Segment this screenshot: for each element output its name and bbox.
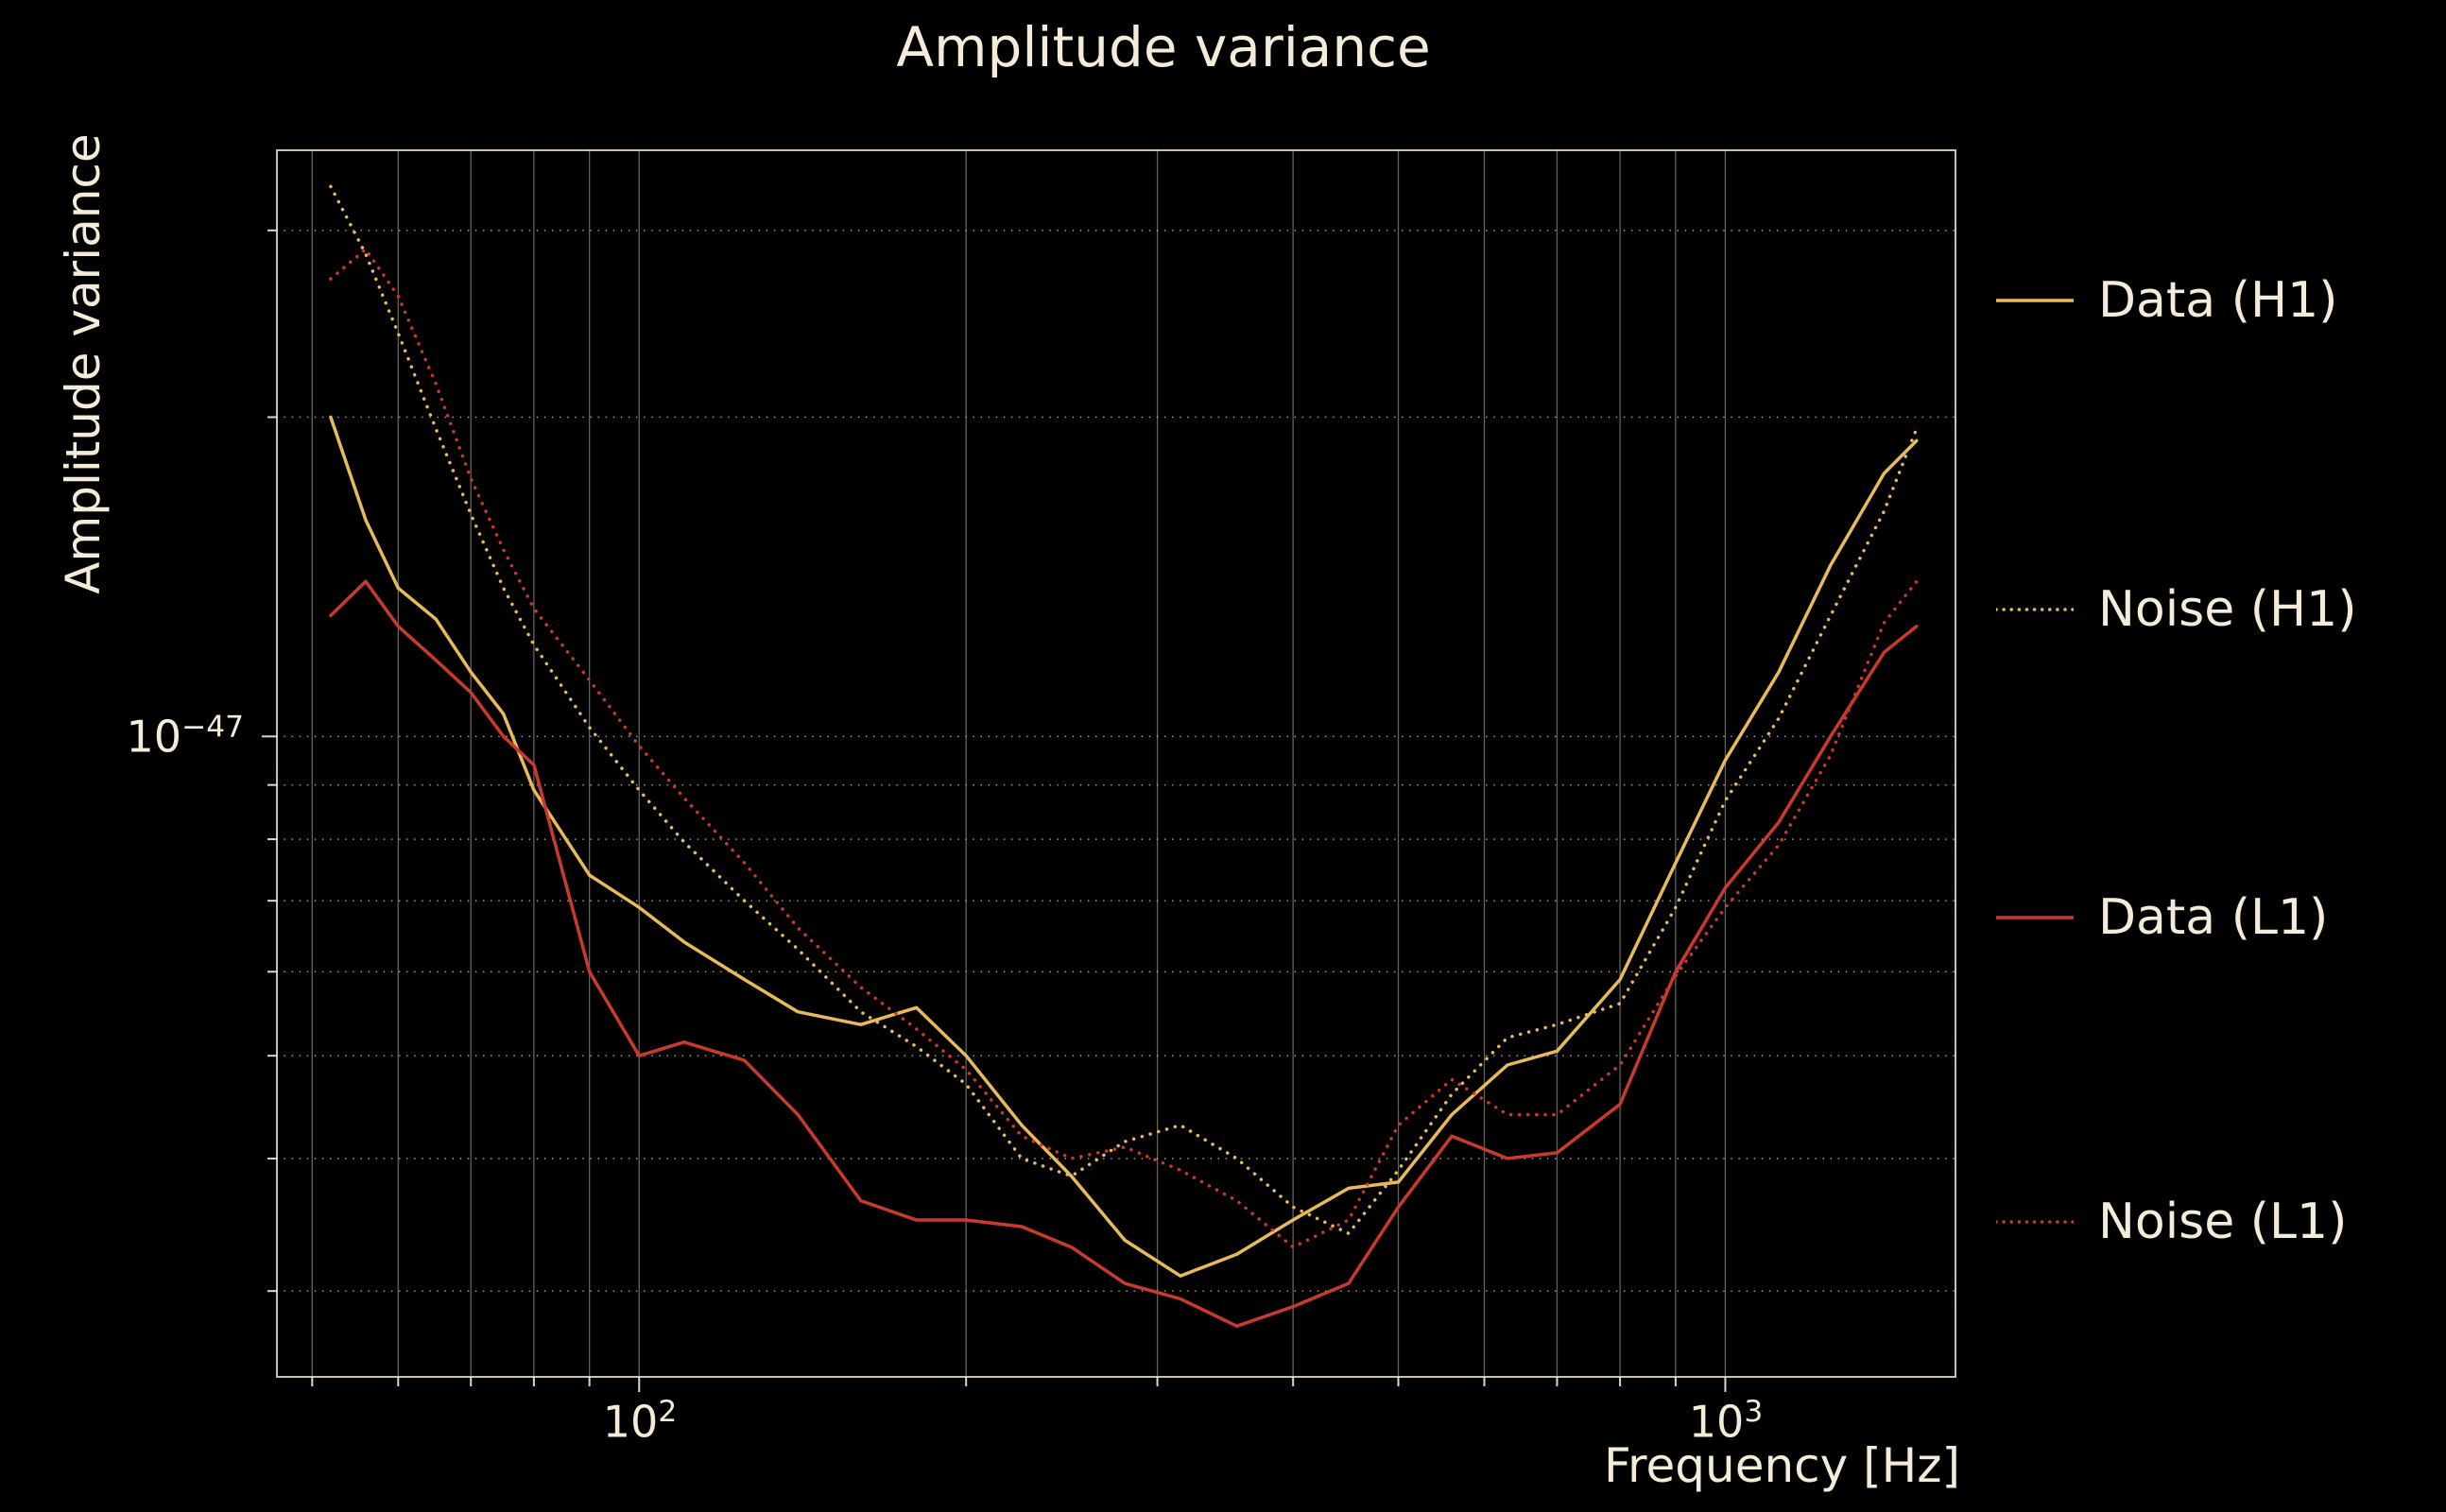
y-tick-base: 10 [126, 711, 182, 763]
x-tick-label-100: 102 [603, 1395, 677, 1447]
legend-label: Noise (L1) [2098, 1194, 2348, 1250]
y-axis-label: Amplitude variance [56, 133, 111, 594]
y-tick-exponent: −47 [181, 710, 244, 745]
legend-line-sample-data-l1 [1996, 916, 2074, 919]
legend-entry-noise-h1: Noise (H1) [1996, 581, 2357, 638]
legend-label: Noise (H1) [2098, 581, 2357, 638]
legend-line-sample-noise-l1 [1996, 1220, 2074, 1224]
x-tick-base: 10 [602, 1396, 659, 1448]
legend-line-sample-noise-h1 [1996, 608, 2074, 611]
x-tick-exponent: 3 [1744, 1395, 1764, 1429]
y-tick-label: 10−47 [126, 710, 244, 762]
legend-entry-noise-l1: Noise (L1) [1996, 1194, 2347, 1250]
legend-label: Data (H1) [2098, 272, 2338, 329]
x-axis-label: Frequency [Hz] [1603, 1438, 1960, 1493]
legend-entry-data-l1: Data (L1) [1996, 889, 2328, 946]
series-line-noise-h1 [329, 184, 1919, 1235]
series-line-data-h1 [329, 415, 1919, 1278]
legend-entry-data-h1: Data (H1) [1996, 272, 2337, 329]
series-line-data-l1 [329, 579, 1919, 1329]
legend-line-sample-data-h1 [1996, 299, 2074, 302]
chart-title: Amplitude variance [896, 15, 1431, 79]
series-line-noise-l1 [329, 247, 1919, 1249]
plot-frame [276, 149, 1956, 1378]
x-tick-label-1000: 103 [1689, 1395, 1763, 1447]
x-tick-exponent: 2 [658, 1395, 678, 1429]
x-tick-base: 10 [1688, 1396, 1745, 1448]
legend-label: Data (L1) [2098, 889, 2329, 946]
